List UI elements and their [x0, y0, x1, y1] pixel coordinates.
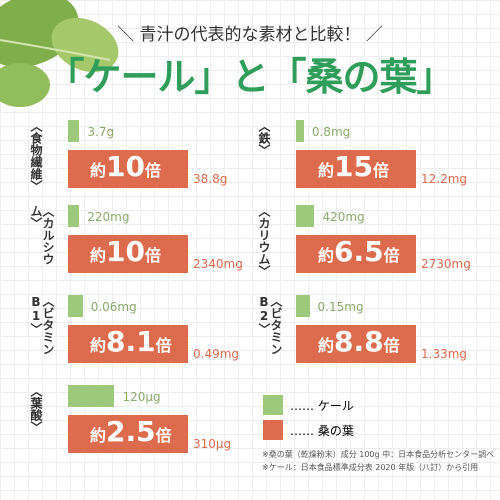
ratio-suffix: 倍 [144, 161, 161, 180]
ratio-suffix: 倍 [383, 246, 400, 265]
value-label: 0.15mg [317, 300, 364, 314]
bar [68, 385, 115, 407]
value-label: 3.7g [87, 125, 115, 139]
legend-label: 桑の葉 [317, 424, 354, 438]
value-label: 2340mg [193, 257, 243, 271]
ratio-prefix: 約 [90, 246, 107, 265]
ratio-value: 8.8 [334, 325, 384, 358]
bar [68, 120, 80, 142]
value-label: 310μg [193, 437, 232, 451]
category-label: 〈鉄〉 [257, 120, 271, 156]
category-label: 〈カリウム〉 [257, 205, 271, 277]
bar: 約 15 倍 [296, 150, 416, 188]
ratio-value: 2.5 [106, 415, 156, 448]
ratio-prefix: 約 [318, 336, 335, 355]
value-label: 1.33mg [421, 347, 468, 361]
ratio-prefix: 約 [90, 336, 107, 355]
leaf-decoration [0, 0, 119, 107]
footnote: ※桑の葉（乾燥粉末）成分 100g 中：日本食品分析センター調べ [262, 450, 495, 459]
ratio-value: 10 [106, 150, 145, 183]
bar [68, 295, 83, 317]
value-label: 0.49mg [193, 347, 240, 361]
bar: 約 6.5 倍 [296, 235, 416, 273]
title: 「ケール」と「桑の葉」 [46, 55, 454, 99]
ratio-value: 8.1 [106, 325, 156, 358]
ratio-value: 15 [334, 150, 373, 183]
value-label: 120μg [122, 390, 161, 404]
value-label: 420mg [322, 210, 365, 224]
ratio-label: 約 10 倍 [90, 235, 161, 268]
ratio-value: 10 [106, 235, 145, 268]
ratio-label: 約 8.8 倍 [318, 325, 400, 358]
category-label: 〈葉酸〉 [29, 385, 43, 433]
value-label: 38.8g [193, 172, 228, 186]
ratio-value: 6.5 [334, 235, 384, 268]
ratio-label: 約 8.1 倍 [90, 325, 172, 358]
bar [296, 120, 304, 142]
bar [296, 205, 315, 227]
ratio-label: 約 10 倍 [90, 150, 161, 183]
bar [68, 205, 80, 227]
ratio-suffix: 倍 [144, 246, 161, 265]
legend-entry: …… 桑の葉 [290, 424, 354, 438]
ratio-prefix: 約 [318, 161, 335, 180]
ratio-label: 約 2.5 倍 [90, 415, 172, 448]
category-label: 〈カルシウム〉 [29, 205, 55, 265]
legend-swatch [263, 420, 283, 440]
value-label: 0.06mg [90, 300, 137, 314]
ratio-suffix: 倍 [372, 161, 389, 180]
category-label: 〈食物繊維〉 [29, 120, 43, 192]
ratio-suffix: 倍 [155, 336, 172, 355]
legend-label: ケール [317, 399, 354, 413]
value-label: 0.8mg [311, 125, 351, 139]
subtitle-text: 青汁の代表的な素材と比較！ [139, 25, 361, 45]
ratio-label: 約 6.5 倍 [318, 235, 400, 268]
ratio-prefix: 約 [90, 426, 107, 445]
legend-swatch [263, 395, 283, 415]
bar: 約 10 倍 [68, 150, 188, 188]
category-label: 〈ビタミンB2〉 [257, 295, 283, 355]
legend-entry: …… ケール [290, 399, 354, 413]
bar: 約 8.1 倍 [68, 325, 188, 363]
footnote: ※ケール：日本食品標準成分表 2020 年版（八訂）から引用 [262, 463, 479, 472]
bar [296, 295, 310, 317]
ratio-prefix: 約 [90, 161, 107, 180]
ratio-suffix: 倍 [383, 336, 400, 355]
bar: 約 8.8 倍 [296, 325, 416, 363]
ratio-prefix: 約 [318, 246, 335, 265]
ratio-label: 約 15 倍 [318, 150, 389, 183]
bar: 約 2.5 倍 [68, 415, 188, 453]
ratio-suffix: 倍 [155, 426, 172, 445]
bar: 約 10 倍 [68, 235, 188, 273]
subtitle: ＼ 青汁の代表的な素材と比較！ ／ [117, 25, 383, 45]
category-label: 〈ビタミンB1〉 [29, 295, 55, 355]
value-label: 12.2mg [421, 172, 468, 186]
value-label: 2730mg [421, 257, 471, 271]
value-label: 220mg [87, 210, 130, 224]
